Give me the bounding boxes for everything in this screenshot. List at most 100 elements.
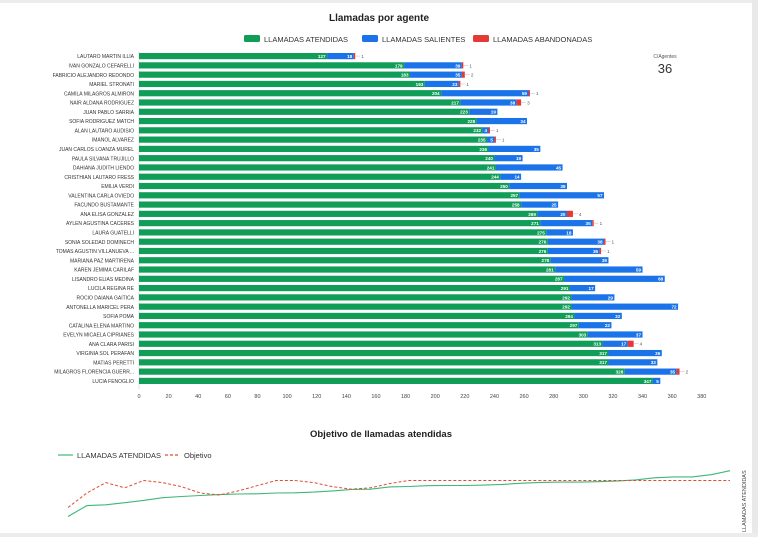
legend-swatch-1 bbox=[244, 35, 260, 42]
agent-label: KAREN JEMIMA CARILAF bbox=[74, 268, 134, 274]
bar-outgoing bbox=[624, 368, 677, 375]
bar-attended-label: 244 bbox=[491, 175, 499, 180]
bar-outgoing bbox=[564, 275, 665, 282]
x-tick-label: 60 bbox=[225, 394, 231, 400]
bar-outgoing bbox=[410, 71, 462, 78]
bar-attended-label: 271 bbox=[531, 221, 539, 226]
x-tick-label: 340 bbox=[638, 394, 647, 400]
bar-outgoing bbox=[509, 182, 568, 190]
attended-line bbox=[67, 470, 731, 517]
scrollbar-track[interactable] bbox=[752, 0, 758, 537]
bar-attended bbox=[139, 349, 609, 357]
bar-abandoned bbox=[592, 220, 594, 227]
bar-attended-label: 287 bbox=[555, 277, 563, 282]
bar-outgoing bbox=[469, 108, 498, 115]
bar-outgoing bbox=[602, 340, 628, 347]
bar-attended bbox=[139, 322, 579, 329]
legend-label-3: LLAMADAS ABANDONADAS bbox=[493, 35, 592, 44]
bar-abandoned-label: 1 bbox=[536, 91, 539, 96]
bar-attended-label: 241 bbox=[487, 165, 495, 170]
x-tick-label: 220 bbox=[460, 394, 469, 400]
bar-attended-label: 278 bbox=[542, 258, 550, 263]
agent-label: EMILIA VERDI bbox=[101, 184, 134, 190]
attended-goal-chart: Objetivo de llamadas atendidas LLAMADAS A… bbox=[58, 429, 748, 532]
bar-outgoing bbox=[537, 210, 568, 217]
bar-abandoned-label: 4 bbox=[579, 212, 582, 217]
bar-outgoing-label: 17 bbox=[589, 286, 595, 291]
agent-label: VIRGINIA SOL PERAFAN bbox=[76, 351, 134, 357]
bar-attended bbox=[139, 99, 461, 106]
bar-outgoing-label: 34 bbox=[520, 119, 526, 124]
bar-abandoned-label: 1 bbox=[469, 63, 472, 68]
x-tick-label: 360 bbox=[668, 394, 677, 400]
bar-attended-label: 276 bbox=[539, 249, 547, 254]
bar-outgoing bbox=[569, 285, 596, 292]
bar-outgoing-label: 35 bbox=[455, 73, 461, 78]
bar-attended-label: 317 bbox=[599, 360, 607, 365]
bar-outgoing bbox=[494, 155, 523, 162]
bar-attended-label: 127 bbox=[318, 54, 326, 59]
bar-outgoing-label: 37 bbox=[636, 332, 642, 337]
bar-abandoned bbox=[516, 99, 522, 106]
bar-outgoing-label: 19 bbox=[491, 110, 497, 115]
agent-label: LAUTARO MARTIN ILLIA bbox=[77, 54, 134, 60]
bar-abandoned bbox=[528, 90, 530, 97]
bar-attended-label: 275 bbox=[537, 230, 545, 235]
bar-attended bbox=[139, 275, 565, 282]
x-tick-label: 120 bbox=[312, 394, 321, 400]
x-tick-label: 40 bbox=[195, 394, 201, 400]
bar-attended bbox=[139, 71, 411, 78]
bar-outgoing bbox=[540, 220, 593, 227]
bar-outgoing bbox=[460, 99, 517, 106]
bar-outgoing bbox=[424, 80, 459, 88]
x-tick-label: 140 bbox=[342, 394, 351, 400]
agent-label: CAMILA MILAGROS ALMIRON bbox=[64, 91, 134, 97]
bar-outgoing bbox=[404, 62, 462, 69]
bar-attended-label: 317 bbox=[599, 351, 607, 356]
bar-outgoing-label: 36 bbox=[655, 351, 661, 356]
bar-outgoing bbox=[487, 136, 495, 143]
bar-attended-label: 235 bbox=[478, 138, 486, 143]
agent-label: LISANDRO ELIAS MEDINA bbox=[72, 277, 135, 283]
legend-label-1: LLAMADAS ATENDIDAS bbox=[264, 35, 348, 44]
bar-outgoing bbox=[550, 257, 609, 264]
agent-label: NAIR ALDANA RODRIGUEZ bbox=[70, 101, 134, 107]
bar-attended bbox=[139, 62, 405, 69]
goal-line bbox=[67, 480, 730, 508]
x-tick-label: 100 bbox=[283, 394, 292, 400]
agent-label: JUAN PABLO SARRIA bbox=[83, 110, 134, 116]
bar-attended bbox=[139, 359, 609, 366]
bar-outgoing bbox=[547, 238, 605, 245]
x-tick-label: 280 bbox=[549, 394, 558, 400]
bar-attended-label: 313 bbox=[593, 342, 601, 347]
agent-label: DAHIANA JUDITH LIENDO bbox=[73, 166, 134, 172]
bar-abandoned bbox=[461, 71, 465, 78]
bar-outgoing bbox=[574, 312, 622, 320]
bar-abandoned-label: 3 bbox=[527, 100, 530, 105]
legend-label-2: LLAMADAS SALIENTES bbox=[382, 35, 465, 44]
bar-abandoned bbox=[353, 53, 356, 60]
agent-label: MILAGROS FLORENCIA GUERR... bbox=[54, 370, 134, 376]
agent-label: EVELYN MICAELA CIPRIANES bbox=[63, 333, 134, 339]
bar-outgoing bbox=[519, 192, 605, 199]
bar-attended-label: 183 bbox=[401, 73, 409, 78]
bar-attended-label: 347 bbox=[644, 379, 652, 384]
agent-label: ANA CLARA PARISI bbox=[89, 342, 134, 348]
agent-label: MARIEL STRONATI bbox=[89, 82, 134, 88]
bar-abandoned-label: 1 bbox=[361, 54, 364, 59]
line-legend-label-1: LLAMADAS ATENDIDAS bbox=[77, 451, 161, 460]
agents-count-card: C/Agentes 36 bbox=[634, 54, 696, 76]
bar-outgoing-label: 20 bbox=[560, 212, 566, 217]
bar-attended bbox=[139, 53, 328, 60]
bar-outgoing-label: 19 bbox=[516, 156, 522, 161]
bar-attended-label: 328 bbox=[616, 370, 624, 375]
bar-abandoned bbox=[488, 127, 490, 134]
bar-attended bbox=[139, 303, 572, 310]
x-tick-label: 0 bbox=[137, 394, 140, 400]
bar-outgoing-label: 23 bbox=[452, 82, 458, 87]
chart-title: Llamadas por agente bbox=[329, 13, 429, 24]
bar-abandoned bbox=[604, 238, 606, 245]
bar-outgoing bbox=[652, 377, 661, 384]
agent-label: TOMAS AGUSTIN VILLANUEVA ... bbox=[56, 249, 134, 255]
